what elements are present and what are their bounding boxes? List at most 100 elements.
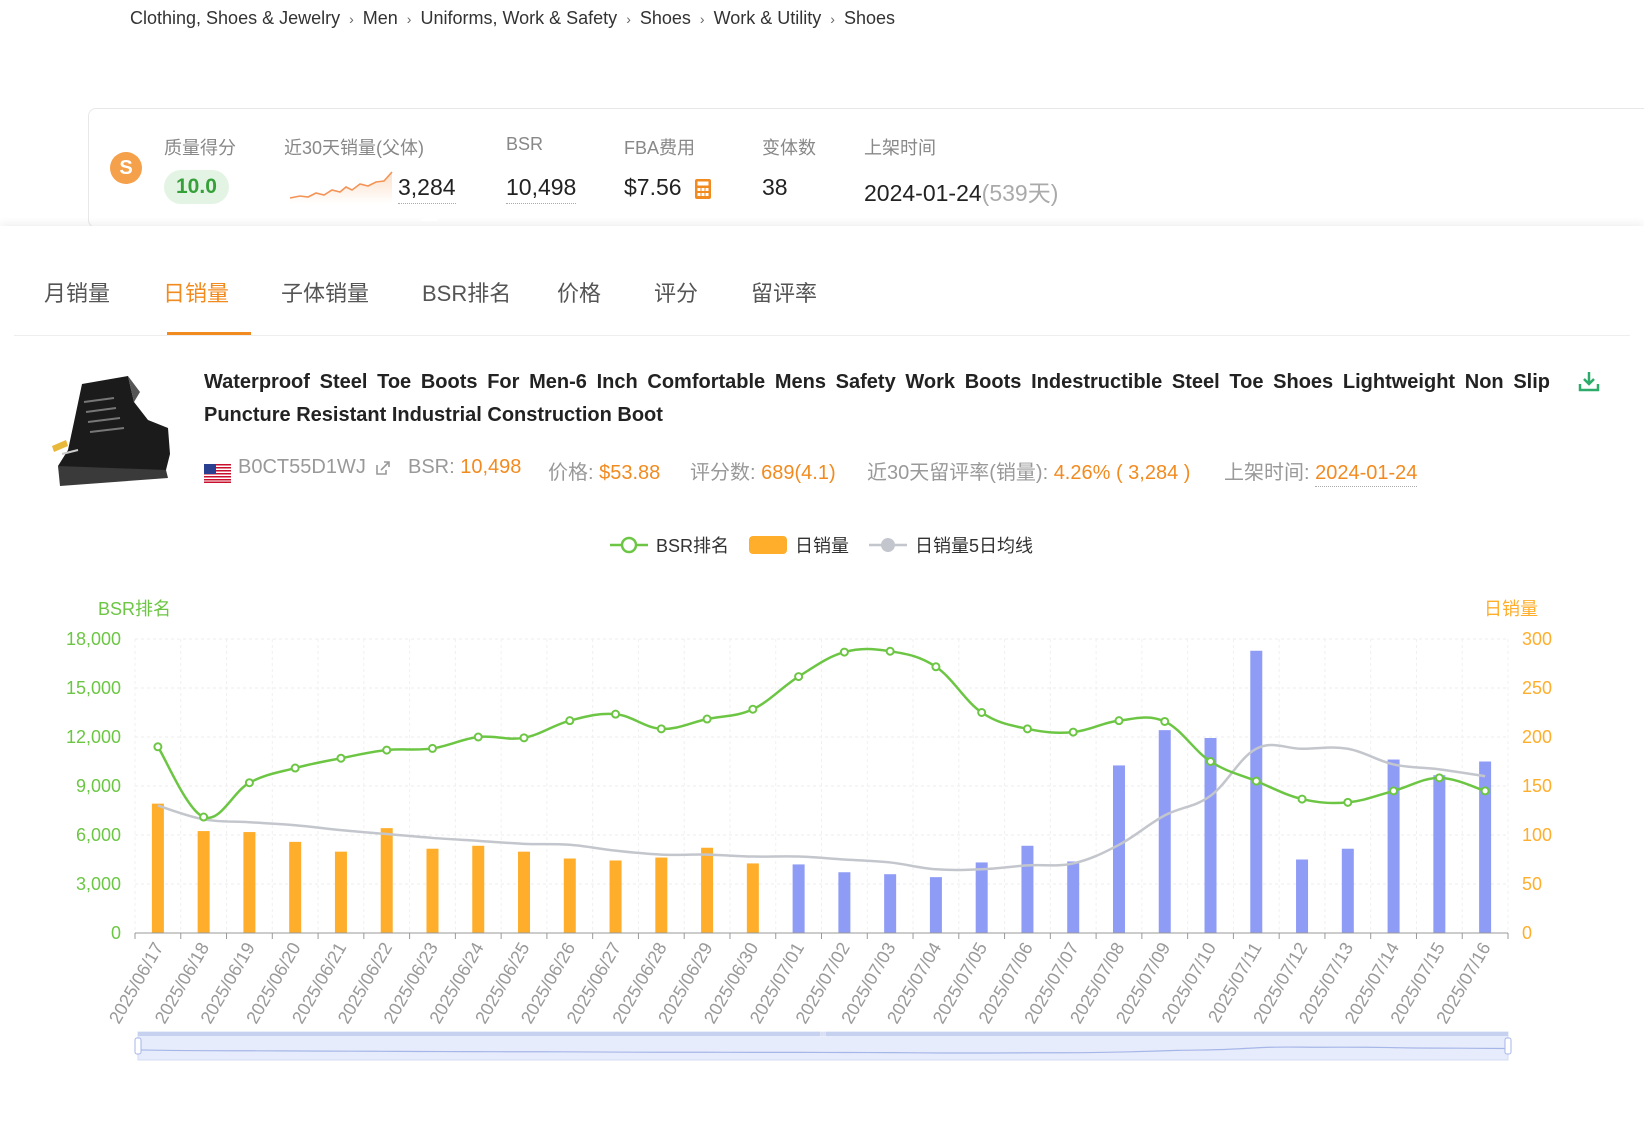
chart-legend: BSR排名 日销量 日销量5日均线	[610, 532, 1053, 558]
listed-days: (539天)	[981, 180, 1059, 206]
zoom-preview-line	[137, 1046, 1509, 1054]
rating-meta-value: 689(4.1)	[761, 462, 836, 484]
tab-bsr-rank[interactable]: BSR排名	[422, 281, 512, 306]
legend-label: 日销量	[795, 536, 850, 556]
bsr-label: BSR	[506, 134, 544, 154]
active-tab-indicator	[167, 332, 251, 335]
moving-average-path	[157, 743, 1486, 872]
sales-bar	[1067, 861, 1080, 933]
quality-score-label: 质量得分	[164, 138, 236, 158]
legend-label: BSR排名	[656, 536, 730, 556]
bsr-point	[290, 763, 300, 773]
listed-meta-value[interactable]: 2024-01-24	[1315, 462, 1418, 487]
rating-meta-label: 评分数:	[690, 462, 756, 484]
y-left-tick-label: 12,000	[66, 727, 121, 747]
breadcrumb-item[interactable]: Uniforms, Work & Safety	[420, 8, 618, 28]
variants-stat: 变体数 38	[762, 134, 816, 200]
sales-bar	[426, 848, 439, 933]
listed-value-wrap: 2024-01-24(539天)	[864, 174, 1058, 208]
bsr-point	[885, 646, 895, 656]
asin-wrap: B0CT55D1WJ	[238, 456, 391, 479]
sales-bar	[792, 864, 805, 933]
breadcrumb-item[interactable]: Men	[362, 8, 398, 28]
tab-review-rate[interactable]: 留评率	[751, 281, 818, 306]
calculator-icon[interactable]	[694, 178, 712, 200]
zoom-handle	[1504, 1037, 1512, 1055]
sales-bar	[518, 851, 531, 933]
sales-bar	[1112, 765, 1125, 933]
tab-monthly-sales[interactable]: 月销量	[44, 281, 111, 306]
bsr-point	[931, 662, 941, 672]
bsr-meta: BSR: 10,498	[408, 456, 521, 479]
legend-line-marker-icon	[869, 538, 908, 552]
variants-value: 38	[762, 174, 788, 200]
y-left-tick-label: 15,000	[66, 678, 121, 698]
moving-average-line[interactable]	[157, 743, 1486, 872]
zoom-slider[interactable]: |||	[134, 1028, 1512, 1061]
breadcrumb-item[interactable]: Shoes	[639, 8, 691, 28]
fba-label: FBA费用	[624, 138, 696, 158]
price-meta: 价格: $53.88	[548, 456, 660, 485]
bsr-point	[1343, 797, 1353, 807]
bsr-line-path	[156, 647, 1486, 820]
product-image[interactable]	[44, 362, 174, 492]
breadcrumb-item[interactable]: Shoes	[843, 8, 895, 28]
sales-bar	[609, 860, 622, 933]
sales-bar	[1387, 759, 1400, 933]
legend-line-marker-icon	[610, 536, 648, 554]
breadcrumb-item[interactable]: Work & Utility	[713, 8, 822, 28]
y-left-tick-label: 6,000	[76, 825, 121, 845]
sales-bar	[838, 872, 851, 933]
download-icon[interactable]	[1578, 370, 1600, 392]
bsr-point	[794, 672, 804, 682]
sales-bar	[975, 862, 988, 933]
breadcrumb: Clothing, Shoes & Jewelry › Men › Unifor…	[130, 8, 895, 29]
daily-sales-bars[interactable]	[151, 650, 1492, 933]
sales-panel: 月销量 日销量 子体销量 BSR排名 价格 评分 留评率 Waterproof …	[0, 226, 1644, 1122]
tab-daily-sales[interactable]: 日销量	[163, 281, 230, 306]
chart-grid	[134, 638, 1509, 933]
product-title[interactable]: Waterproof Steel Toe Boots For Men-6 Inc…	[204, 371, 1550, 426]
tab-price[interactable]: 价格	[557, 281, 602, 306]
sales-bar	[1296, 859, 1309, 933]
legend-item-ma[interactable]: 日销量5日均线	[869, 532, 1033, 558]
y-right-tick-label: 150	[1522, 776, 1552, 796]
asin-value[interactable]: B0CT55D1WJ	[238, 456, 366, 478]
breadcrumb-item[interactable]: Clothing, Shoes & Jewelry	[130, 8, 341, 28]
quality-score-stat: 质量得分	[164, 134, 236, 160]
sales30-value[interactable]: 3,284	[398, 174, 456, 204]
bsr-point	[1160, 716, 1170, 726]
chevron-right-icon: ›	[626, 10, 631, 27]
legend-item-bsr[interactable]: BSR排名	[610, 532, 729, 558]
bsr-point	[611, 709, 621, 719]
tab-variant-sales[interactable]: 子体销量	[281, 281, 370, 306]
zoom-grip-icon: |||	[820, 1028, 826, 1037]
bsr-point	[1114, 716, 1124, 726]
y-left-tick-label: 18,000	[66, 629, 121, 649]
bsr-point	[1022, 724, 1032, 734]
sales-bar	[701, 847, 714, 933]
bsr-point	[427, 743, 437, 753]
bsr-point	[1297, 794, 1307, 804]
sales-bar	[289, 841, 302, 933]
us-flag-icon	[204, 464, 231, 483]
sales-trend-sparkline-icon	[289, 171, 393, 204]
price-meta-label: 价格:	[548, 462, 594, 484]
bsr-point	[1434, 773, 1444, 783]
review-rate-meta-value: 4.26% ( 3,284 )	[1053, 462, 1191, 484]
bsr-rank-line[interactable]	[153, 646, 1490, 822]
bsr-point	[1206, 757, 1216, 766]
sales-bar	[563, 858, 576, 933]
sales-bar	[197, 831, 210, 933]
sales30-stat: 近30天销量(父体) 3,284	[284, 134, 456, 204]
bsr-value[interactable]: 10,498	[506, 174, 577, 204]
bsr-meta-label: BSR:	[408, 456, 455, 478]
tab-rating[interactable]: 评分	[654, 281, 699, 306]
external-link-icon[interactable]	[375, 460, 391, 476]
legend-bar-marker-icon	[749, 536, 788, 554]
listed-label: 上架时间	[864, 138, 936, 158]
seller-logo-icon: S	[110, 152, 142, 184]
daily-sales-chart[interactable]: 0 3,000 6,000 9,000 12,000 15,000 18,000 BSR排名 …	[0, 226, 1644, 1122]
legend-item-daily[interactable]: 日销量	[749, 532, 849, 558]
review-rate-meta: 近30天留评率(销量): 4.26% ( 3,284 )	[867, 456, 1190, 485]
